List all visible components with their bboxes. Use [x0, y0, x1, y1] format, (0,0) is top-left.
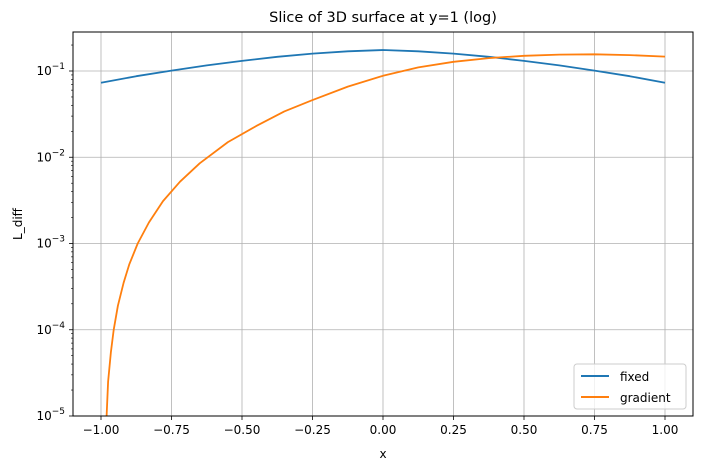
- legend-gradient-label: gradient: [620, 391, 671, 405]
- x-tick-label: −1.00: [83, 423, 120, 437]
- y-tick-label: 10−1: [36, 62, 65, 78]
- x-tick-label: 0.25: [440, 423, 467, 437]
- y-axis-ticks: 10−5 10−4 10−3 10−2 10−1: [36, 62, 73, 423]
- data-series: [100, 49, 666, 416]
- y-tick-label: 10−5: [36, 407, 65, 423]
- y-axis-label: L_diff: [11, 207, 25, 240]
- grid-lines: [73, 32, 693, 416]
- x-tick-label: 1.00: [652, 423, 679, 437]
- x-tick-label: 0.75: [581, 423, 608, 437]
- x-tick-label: −0.25: [294, 423, 331, 437]
- x-tick-label: −0.50: [224, 423, 261, 437]
- series-fixed-line: [100, 49, 666, 84]
- y-tick-label: 10−3: [36, 235, 65, 251]
- chart-title: Slice of 3D surface at y=1 (log): [269, 10, 497, 26]
- x-axis-label: x: [379, 447, 386, 461]
- legend: fixed gradient: [573, 363, 687, 410]
- x-tick-label: 0.50: [511, 423, 538, 437]
- y-tick-label: 10−2: [36, 148, 65, 164]
- series-gradient-line: [105, 53, 666, 416]
- y-tick-label: 10−4: [36, 321, 65, 337]
- x-tick-label: −0.75: [153, 423, 190, 437]
- x-tick-label: 0.00: [370, 423, 397, 437]
- x-axis-ticks: −1.00 −0.75 −0.50 −0.25 0.00 0.25 0.50 0.75 1.00: [83, 416, 679, 437]
- legend-fixed-label: fixed: [620, 370, 649, 384]
